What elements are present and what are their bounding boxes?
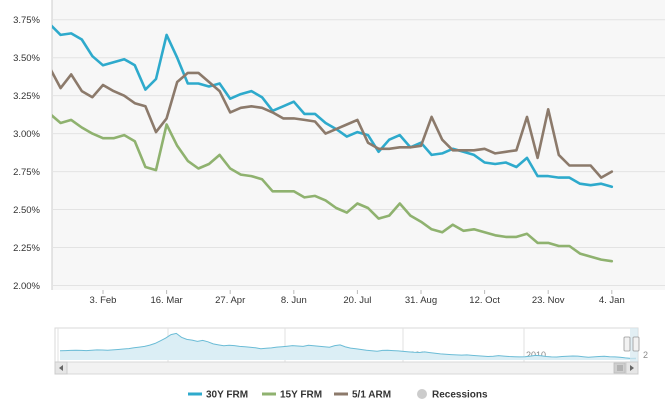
y-tick-label: 2.75% bbox=[13, 167, 40, 178]
x-tick-label: 31. Aug bbox=[405, 295, 437, 306]
scrollbar-thumb[interactable] bbox=[613, 362, 626, 374]
y-tick-label: 2.00% bbox=[13, 281, 40, 292]
series-line-30y-frm[interactable] bbox=[50, 24, 614, 189]
series-line-5-1-arm[interactable] bbox=[50, 68, 614, 179]
scrollbar[interactable] bbox=[54, 361, 639, 375]
y-tick-label: 2.25% bbox=[13, 243, 40, 254]
x-tick-label: 12. Oct bbox=[469, 295, 500, 306]
series-group bbox=[50, 24, 614, 263]
y-tick-label: 3.50% bbox=[13, 53, 40, 64]
x-tick-label: 3. Feb bbox=[90, 295, 117, 306]
x-axis-ticks: 3. Feb 16. Mar 27. Apr 8. Jun 20. Jul 31. Aug… bbox=[90, 290, 625, 306]
legend-item[interactable]: 5/1 ARM bbox=[334, 390, 391, 401]
legend: 30Y FRM 15Y FRM 5/1 ARM Recessions bbox=[188, 389, 488, 401]
y-tick-label: 3.75% bbox=[13, 15, 40, 26]
legend-label: Recessions bbox=[432, 390, 488, 401]
legend-item[interactable]: 30Y FRM bbox=[188, 390, 248, 401]
x-tick-label: 8. Jun bbox=[281, 295, 307, 306]
scrollbar-track[interactable] bbox=[54, 361, 639, 375]
x-tick-label: 4. Jan bbox=[599, 295, 625, 306]
legend-label: 5/1 ARM bbox=[352, 390, 391, 401]
x-tick-label: 20. Jul bbox=[343, 295, 371, 306]
legend-label: 15Y FRM bbox=[280, 390, 322, 401]
navigator-left-handle[interactable] bbox=[623, 336, 631, 352]
chevron-right-icon bbox=[630, 365, 634, 371]
navigator-area bbox=[60, 333, 636, 360]
navigator-line bbox=[59, 332, 637, 359]
grip-icon bbox=[617, 365, 623, 371]
legend-swatch bbox=[417, 389, 427, 399]
series-line-15y-frm[interactable] bbox=[50, 113, 614, 263]
legend-label: 30Y FRM bbox=[206, 390, 248, 401]
plot-area bbox=[52, 0, 665, 290]
legend-item[interactable]: Recessions bbox=[417, 389, 488, 401]
navigator[interactable]: 197019801990200020102 bbox=[54, 327, 648, 363]
legend-item[interactable]: 15Y FRM bbox=[262, 390, 322, 401]
navigator-year-label: 2 bbox=[643, 350, 648, 360]
y-tick-label: 2.50% bbox=[13, 205, 40, 216]
y-axis-ticks: 3.75% 3.50% 3.25% 3.00% 2.75% 2.50% 2.25% 2.00% bbox=[13, 15, 40, 292]
y-tick-label: 3.00% bbox=[13, 129, 40, 140]
x-tick-label: 23. Nov bbox=[532, 295, 565, 306]
x-tick-label: 16. Mar bbox=[150, 295, 182, 306]
navigator-right-handle[interactable] bbox=[632, 336, 640, 352]
y-tick-label: 3.25% bbox=[13, 91, 40, 102]
x-tick-label: 27. Apr bbox=[215, 295, 245, 306]
chevron-left-icon bbox=[59, 365, 63, 371]
